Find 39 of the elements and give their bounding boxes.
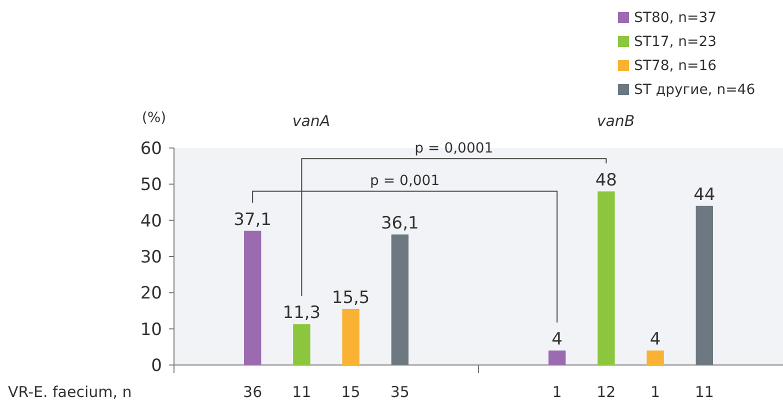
data-label: 11,3 — [282, 303, 321, 324]
bar — [646, 350, 664, 365]
y-tick-label: 50 — [140, 175, 162, 196]
y-tick-label: 10 — [140, 320, 162, 340]
legend-label: ST80, n=37 — [634, 10, 717, 26]
y-axis-title: (%) — [142, 110, 166, 126]
y-tick-label: 40 — [140, 211, 162, 232]
legend-label: ST78, n=16 — [634, 58, 717, 74]
y-tick-label: 20 — [140, 284, 162, 304]
text: 35 — [390, 383, 410, 401]
text: 36 — [243, 383, 262, 401]
bar — [342, 308, 360, 365]
y-tick-label: 60 — [140, 138, 162, 159]
x-tick-label: vanB — [596, 112, 635, 130]
text: 15 — [341, 383, 360, 401]
x-tick-label: vanA — [292, 112, 330, 130]
text: 1 — [650, 383, 660, 401]
data-label: 44 — [694, 184, 716, 205]
y-tick-label: 30 — [140, 247, 162, 268]
data-label: 36,1 — [380, 213, 419, 234]
y-tick-label: 0 — [151, 356, 162, 376]
annotation: p = 0,001 — [370, 173, 440, 190]
bar — [598, 191, 615, 365]
text: 12 — [596, 383, 616, 401]
bar — [548, 350, 566, 365]
bar — [244, 230, 262, 365]
annotation: p = 0,0001 — [414, 140, 494, 157]
text: 1 — [552, 383, 562, 401]
data-label: 4 — [552, 330, 562, 350]
data-label: 37,1 — [234, 210, 272, 230]
text: 11 — [292, 383, 312, 401]
bar — [293, 324, 310, 365]
data-label: 48 — [595, 170, 618, 190]
legend-label: ST другие, n=46 — [634, 82, 756, 98]
text: VR-E. faecium, n — [8, 383, 132, 401]
text: 11 — [694, 383, 714, 401]
data-label: 4 — [650, 330, 661, 350]
data-label: 15,5 — [332, 288, 370, 308]
legend-label: ST17, n=23 — [634, 34, 717, 50]
